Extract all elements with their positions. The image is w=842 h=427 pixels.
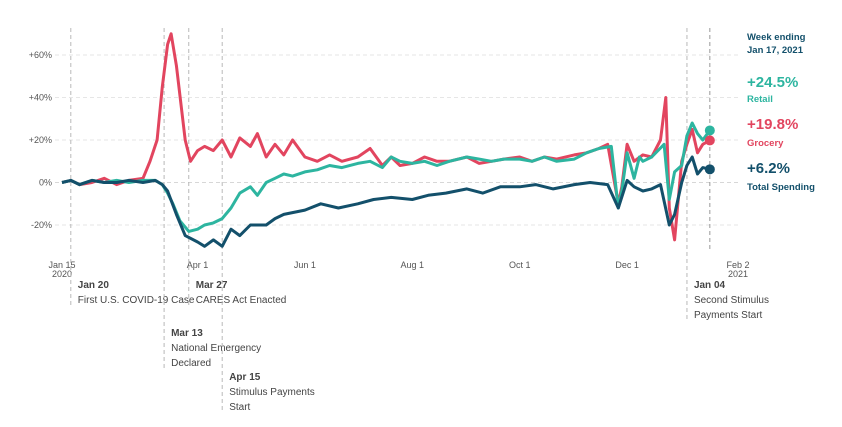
event-text: Stimulus Payments	[229, 387, 315, 398]
y-tick-label: +20%	[29, 135, 52, 145]
event-annotations: Jan 20 First U.S. COVID-19 Case Mar 13 Nati…	[70, 28, 769, 413]
series-end-dot	[704, 164, 715, 175]
y-tick-label: 0%	[39, 178, 52, 188]
x-tick-label: Jun 1	[294, 260, 316, 270]
x-tick-label: Oct 1	[509, 260, 531, 270]
x-tick-label: 2021	[728, 269, 748, 279]
legend-value: +6.2%	[747, 160, 790, 177]
event-date: Mar 13	[171, 328, 203, 339]
legend-label: Retail	[747, 94, 773, 105]
series-lines	[61, 32, 715, 248]
series-line	[61, 32, 711, 242]
event-date: Apr 15	[229, 372, 261, 383]
legend: Week ending Jan 17, 2021 +24.5% Retail +19.8…	[747, 32, 815, 193]
event-text: CARES Act Enacted	[196, 295, 287, 306]
event-text: Second Stimulus	[694, 295, 769, 306]
x-tick-label: Dec 1	[615, 260, 639, 270]
event-text: Declared	[171, 358, 211, 369]
x-tick-label: 2020	[52, 269, 72, 279]
legend-label: Total Spending	[747, 182, 815, 193]
event-text: Payments Start	[694, 310, 763, 321]
event-date: Mar 27	[196, 280, 228, 291]
x-tick-label: Feb 2	[726, 260, 749, 270]
series-end-dot	[704, 125, 715, 136]
x-tick-label: Apr 1	[187, 260, 209, 270]
legend-label: Grocery	[747, 138, 784, 149]
series-line	[61, 155, 711, 248]
event-text: Start	[229, 402, 250, 413]
y-tick-label: +40%	[29, 93, 52, 103]
event-date: Jan 04	[694, 280, 726, 291]
event-text: National Emergency	[171, 343, 261, 354]
legend-header: Week ending	[747, 32, 806, 43]
x-tick-label: Aug 1	[401, 260, 425, 270]
y-axis: +60% +40% +20% 0% -20%	[29, 50, 52, 230]
y-tick-label: +60%	[29, 50, 52, 60]
event-date: Jan 20	[78, 280, 110, 291]
legend-value: +19.8%	[747, 116, 798, 133]
legend-header: Jan 17, 2021	[747, 45, 804, 56]
series-end-dot	[704, 135, 715, 146]
event-text: First U.S. COVID-19 Case	[78, 295, 195, 306]
x-tick-label: Jan 15	[48, 260, 75, 270]
y-tick-label: -20%	[31, 220, 52, 230]
legend-value: +24.5%	[747, 74, 798, 91]
